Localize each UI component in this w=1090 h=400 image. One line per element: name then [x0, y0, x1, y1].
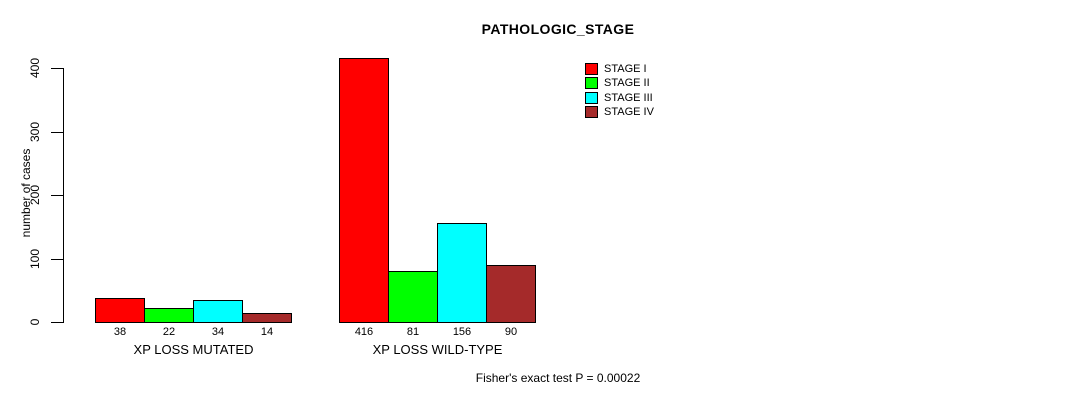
- y-tick-100: [51, 259, 63, 260]
- y-tick-label-400: 400: [28, 57, 42, 79]
- y-axis-line: [63, 68, 64, 323]
- chart-title: PATHOLOGIC_STAGE: [481, 21, 635, 37]
- bar-stage-i-xp-loss-mutated: [95, 298, 145, 323]
- bar-value-label-stage-ii-xp-loss-mutated: 22: [162, 326, 176, 338]
- bar-stage-iv-xp-loss-wild-type: [486, 265, 536, 323]
- bar-value-label-stage-iii-xp-loss-wild-type: 156: [452, 326, 472, 338]
- bar-value-label-stage-iii-xp-loss-mutated: 34: [211, 326, 225, 338]
- bar-value-label-stage-iv-xp-loss-wild-type: 90: [504, 326, 518, 338]
- bar-stage-ii-xp-loss-wild-type: [388, 271, 438, 323]
- bar-value-label-stage-iv-xp-loss-mutated: 14: [260, 326, 274, 338]
- bar-stage-i-xp-loss-wild-type: [339, 58, 389, 323]
- legend-label-stage-iii: STAGE III: [604, 92, 653, 104]
- y-tick-400: [51, 68, 63, 69]
- bar-stage-iii-xp-loss-mutated: [193, 300, 243, 323]
- footer-annotation: Fisher's exact test P = 0.00022: [475, 371, 641, 385]
- bar-stage-ii-xp-loss-mutated: [144, 308, 194, 323]
- y-tick-200: [51, 195, 63, 196]
- y-tick-label-200: 200: [28, 184, 42, 206]
- y-tick-label-100: 100: [28, 248, 42, 270]
- category-label-xp-loss-wild-type: XP LOSS WILD-TYPE: [372, 342, 503, 357]
- bar-value-label-stage-i-xp-loss-wild-type: 416: [354, 326, 374, 338]
- legend-swatch-stage-ii: [585, 77, 598, 89]
- y-tick-label-300: 300: [28, 121, 42, 143]
- bar-value-label-stage-i-xp-loss-mutated: 38: [113, 326, 127, 338]
- category-label-xp-loss-mutated: XP LOSS MUTATED: [133, 342, 254, 357]
- legend-label-stage-i: STAGE I: [604, 63, 647, 75]
- legend-swatch-stage-iv: [585, 106, 598, 118]
- bar-stage-iv-xp-loss-mutated: [242, 313, 292, 323]
- y-tick-0: [51, 322, 63, 323]
- bar-value-label-stage-ii-xp-loss-wild-type: 81: [406, 326, 420, 338]
- y-tick-label-0: 0: [28, 318, 42, 326]
- y-tick-300: [51, 132, 63, 133]
- legend-swatch-stage-iii: [585, 92, 598, 104]
- bar-stage-iii-xp-loss-wild-type: [437, 223, 487, 323]
- legend-swatch-stage-i: [585, 63, 598, 75]
- legend-label-stage-iv: STAGE IV: [604, 106, 654, 118]
- legend-label-stage-ii: STAGE II: [604, 77, 650, 89]
